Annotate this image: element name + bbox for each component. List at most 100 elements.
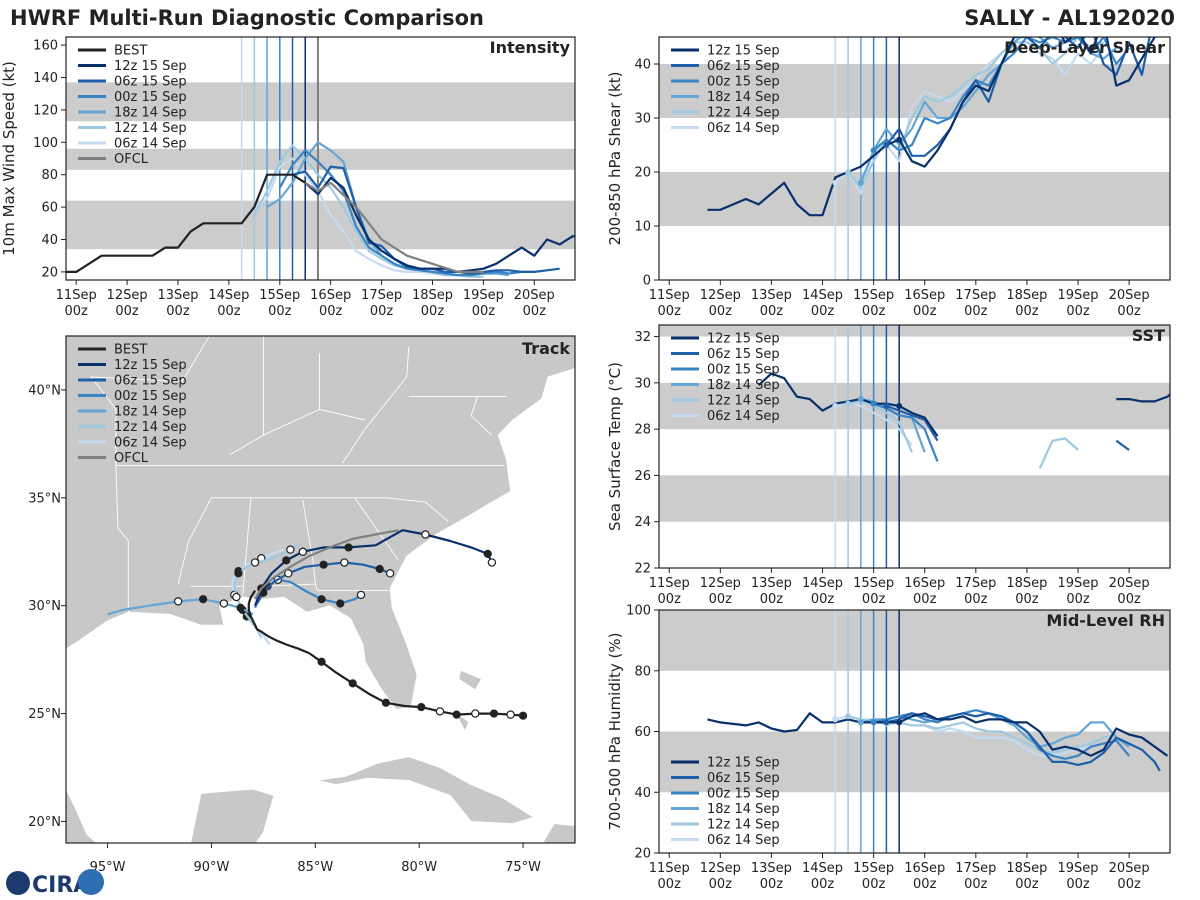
intensity-panel-title: Intensity: [490, 38, 571, 57]
intensity-legend-label: BEST: [114, 44, 147, 59]
intensity-series-line: [278, 149, 535, 277]
shear-init-marker: [845, 169, 852, 175]
y-tick-label: 32: [634, 330, 651, 345]
intensity-frame: [65, 36, 576, 281]
sst-y-axis-label: Sea Surface Temp (°C): [606, 362, 624, 531]
x-tick-label-hour: 00z: [913, 877, 937, 892]
track-line: [256, 561, 391, 605]
track-position-filled: [317, 657, 326, 666]
x-tick-label-hour: 00z: [913, 304, 937, 319]
rh-panel-title: Mid-Level RH: [1046, 611, 1165, 630]
x-tick-label: 20Sep: [1109, 861, 1150, 876]
track-position-open: [232, 592, 241, 602]
track-position-open: [298, 547, 308, 556]
y-tick-label: 30: [634, 376, 651, 391]
x-tick-label: 17Sep: [955, 288, 996, 303]
lon-tick-label: 85°W: [297, 860, 333, 875]
x-tick-label-hour: 00z: [862, 304, 886, 319]
x-tick-label-hour: 00z: [268, 304, 292, 319]
track-position-filled: [319, 560, 328, 569]
y-tick-label: 20: [634, 847, 651, 862]
track-position-open: [487, 558, 497, 567]
x-tick-label: 14Sep: [208, 288, 249, 303]
intensity-threshold-band: [66, 148, 575, 170]
x-tick-label: 15Sep: [853, 861, 894, 876]
x-tick-label-hour: 00z: [523, 304, 547, 319]
intensity-series-line: [253, 144, 484, 278]
shear-init-marker: [896, 136, 903, 143]
shear-init-marker: [857, 179, 864, 186]
x-tick-label: 20Sep: [1109, 576, 1150, 591]
track-position-filled: [417, 702, 426, 712]
x-tick-label-hour: 00z: [964, 304, 988, 319]
y-tick-label: 60: [41, 201, 58, 216]
x-tick-label: 17Sep: [955, 861, 996, 876]
track-line: [254, 529, 399, 600]
x-tick-label: 12Sep: [700, 576, 741, 591]
x-tick-label-hour: 00z: [709, 304, 733, 319]
x-tick-label-hour: 00z: [1015, 304, 1039, 319]
x-tick-label: 13Sep: [157, 288, 198, 303]
x-tick-label: 13Sep: [751, 861, 792, 876]
lat-tick-label: 25°N: [28, 707, 61, 722]
shear-legend-label: 06z 14 Sep: [707, 121, 780, 136]
state-border: [117, 527, 129, 613]
lat-tick-label: 40°N: [28, 383, 61, 398]
track-position-open: [340, 558, 349, 567]
x-tick-label-hour: 00z: [760, 877, 784, 892]
x-tick-label: 12Sep: [700, 288, 741, 303]
intensity-series-line: [66, 173, 306, 273]
rh-init-marker: [857, 719, 864, 726]
rh-legend-label: 00z 15 Sep: [707, 787, 780, 802]
x-tick-label: 18Sep: [1006, 861, 1047, 876]
intensity-legend-label: 12z 15 Sep: [114, 59, 187, 74]
y-tick-label: 28: [634, 423, 651, 438]
sst-plot-area: [659, 325, 1170, 568]
land-mass: [455, 854, 495, 867]
shear-legend-label: 00z 15 Sep: [707, 75, 780, 90]
track-legend-label: 06z 15 Sep: [114, 374, 187, 389]
track-panel-title: Track: [522, 339, 570, 358]
rh-y-axis-label: 700-500 hPa Humidity (%): [606, 632, 624, 830]
lat-tick-label: 20°N: [28, 815, 61, 830]
x-tick-label-hour: 00z: [1066, 304, 1090, 319]
x-tick-label-hour: 00z: [1015, 592, 1039, 607]
x-tick-label: 18Sep: [1006, 288, 1047, 303]
land-mass: [317, 756, 535, 825]
sst-threshold-band: [659, 475, 1170, 522]
land-mass: [542, 823, 575, 843]
rh-init-marker: [870, 719, 877, 726]
x-tick-label: 15Sep: [853, 576, 894, 591]
x-tick-label: 14Sep: [802, 861, 843, 876]
state-border: [89, 336, 210, 466]
intensity-legend-label: 12z 14 Sep: [114, 121, 187, 136]
state-border: [115, 464, 505, 529]
x-tick-label: 20Sep: [1109, 288, 1150, 303]
track-position-filled: [344, 543, 353, 552]
sst-init-marker: [832, 403, 839, 409]
y-tick-label: 40: [41, 233, 58, 248]
figure-title: HWRF Multi-Run Diagnostic Comparison: [10, 6, 484, 30]
track-frame: [65, 335, 576, 844]
x-tick-label-hour: 00z: [1066, 592, 1090, 607]
x-tick-label-hour: 00z: [115, 304, 139, 319]
y-tick-label: 140: [33, 71, 58, 86]
y-tick-label: 120: [33, 103, 58, 118]
intensity-threshold-band: [66, 82, 575, 122]
lat-tick-label: 35°N: [28, 491, 61, 506]
x-tick-label-hour: 00z: [811, 877, 835, 892]
track-position-open: [435, 707, 445, 716]
rh-series-line: [860, 712, 1130, 748]
shear-series-line: [707, 37, 1156, 217]
intensity-y-axis-label: 10m Max Wind Speed (kt): [0, 61, 18, 256]
x-tick-label-hour: 00z: [760, 592, 784, 607]
state-border: [314, 583, 388, 592]
x-tick-label: 19Sep: [1057, 288, 1098, 303]
shear-threshold-band: [659, 172, 1170, 226]
x-tick-label-hour: 00z: [658, 304, 682, 319]
sst-init-marker: [896, 403, 903, 409]
x-tick-label-hour: 00z: [709, 592, 733, 607]
state-border: [177, 497, 212, 585]
x-tick-label-hour: 00z: [658, 592, 682, 607]
